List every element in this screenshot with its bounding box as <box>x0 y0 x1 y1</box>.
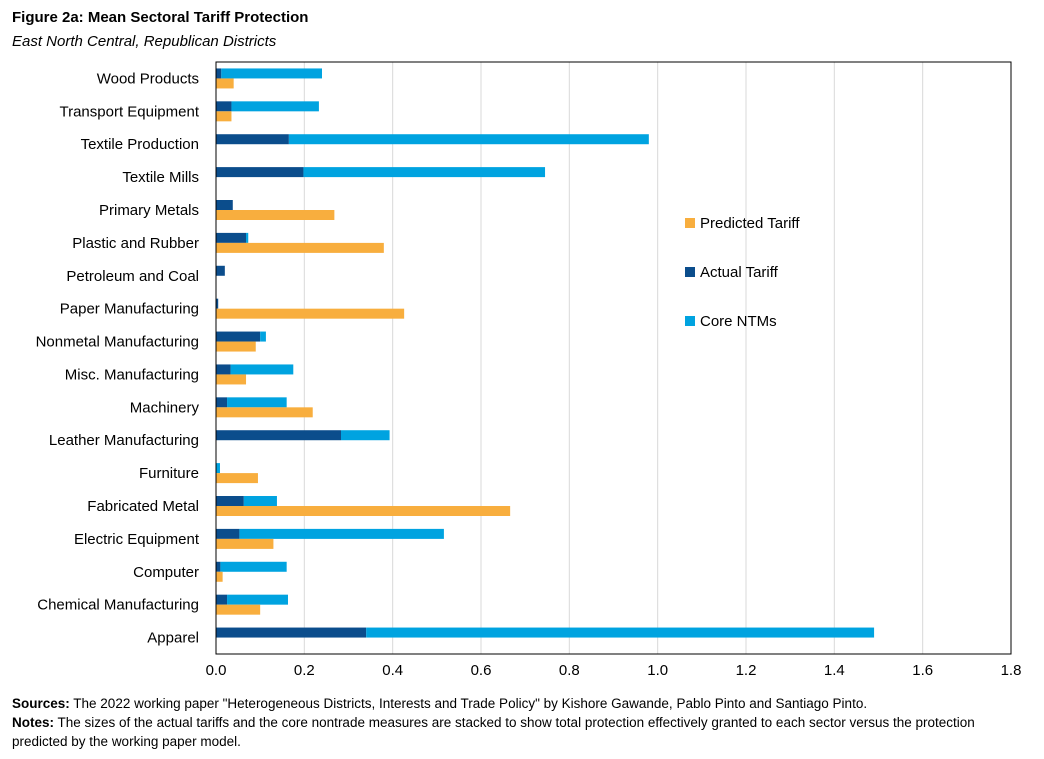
x-tick-label: 1.2 <box>736 662 757 679</box>
bar-actual-tariff <box>216 68 222 79</box>
bar-core-ntms <box>246 232 249 243</box>
bar-core-ntms <box>340 430 390 441</box>
category-label: Textile Production <box>81 136 199 153</box>
bar-core-ntms <box>230 364 294 375</box>
bar-predicted-tariff <box>216 374 247 385</box>
x-tick-label: 0.8 <box>559 662 580 679</box>
bar-chart: Wood Products Transport Equipment Textile … <box>36 61 1022 679</box>
figure-subtitle: East North Central, Republican Districts <box>12 33 277 50</box>
bar-core-ntms <box>216 463 220 474</box>
x-tick-label: 0.6 <box>471 662 492 679</box>
bar-predicted-tariff <box>216 341 256 352</box>
figure-title: Figure 2a: Mean Sectoral Tariff Protecti… <box>12 9 309 26</box>
bar-predicted-tariff <box>216 407 313 418</box>
x-tick-label: 1.6 <box>912 662 933 679</box>
category-label: Nonmetal Manufacturing <box>36 334 199 351</box>
bar-actual-tariff <box>216 134 289 145</box>
sources-text: The 2022 working paper "Heterogeneous Di… <box>69 696 868 711</box>
notes-note: Notes: The sizes of the actual tariffs a… <box>12 713 1032 751</box>
bar-actual-tariff <box>216 167 304 178</box>
bar-predicted-tariff <box>216 571 223 582</box>
bar-predicted-tariff <box>216 473 258 484</box>
bar-core-ntms <box>288 134 649 145</box>
bar-core-ntms <box>303 167 546 178</box>
bar-predicted-tariff <box>216 78 234 89</box>
legend-label: Predicted Tariff <box>700 215 800 232</box>
category-label: Fabricated Metal <box>87 498 199 515</box>
bar-actual-tariff <box>216 397 228 408</box>
x-tick-label: 1.4 <box>824 662 845 679</box>
x-tick-label: 0.0 <box>206 662 227 679</box>
x-tick-label: 0.2 <box>294 662 315 679</box>
bar-actual-tariff <box>216 101 232 112</box>
legend-label: Core NTMs <box>700 313 777 330</box>
legend-swatch <box>685 267 695 277</box>
sources-label: Sources: <box>12 696 70 711</box>
gridlines <box>303 62 1012 654</box>
category-label: Machinery <box>130 399 200 416</box>
category-label: Textile Mills <box>122 169 199 186</box>
category-label: Paper Manufacturing <box>60 301 199 318</box>
bar-core-ntms <box>227 397 287 408</box>
bar-actual-tariff <box>216 528 240 539</box>
bar-actual-tariff <box>216 265 225 276</box>
bar-actual-tariff <box>216 298 219 309</box>
bar-core-ntms <box>260 331 266 342</box>
bar-predicted-tariff <box>216 111 232 122</box>
category-label: Leather Manufacturing <box>49 432 199 449</box>
notes-label: Notes: <box>12 715 55 730</box>
footer: Sources: The 2022 working paper "Heterog… <box>12 694 1032 751</box>
bar-predicted-tariff <box>216 210 335 220</box>
x-tick-label: 0.4 <box>382 662 403 679</box>
bar-predicted-tariff <box>216 308 405 319</box>
category-label: Wood Products <box>97 70 199 87</box>
bars <box>216 68 875 638</box>
bar-core-ntms <box>231 101 319 112</box>
bar-core-ntms <box>227 594 288 605</box>
category-label: Petroleum and Coal <box>66 268 199 285</box>
bar-core-ntms <box>366 627 875 638</box>
bar-core-ntms <box>221 68 322 79</box>
bar-predicted-tariff <box>216 242 384 253</box>
bar-actual-tariff <box>216 331 261 342</box>
legend-label: Actual Tariff <box>700 264 779 281</box>
bar-predicted-tariff <box>216 538 274 549</box>
category-label: Plastic and Rubber <box>72 235 199 252</box>
category-label: Apparel <box>147 630 199 647</box>
category-label: Computer <box>133 564 199 581</box>
bar-actual-tariff <box>216 594 228 605</box>
x-tick-labels: 0.0 0.2 0.4 0.6 0.8 1.0 1.2 1.4 1.6 1.8 <box>206 662 1022 679</box>
sources-note: Sources: The 2022 working paper "Heterog… <box>12 694 1032 713</box>
x-tick-label: 1.8 <box>1001 662 1022 679</box>
legend-swatch <box>685 316 695 326</box>
category-label: Primary Metals <box>99 202 199 219</box>
category-label: Electric Equipment <box>74 531 200 548</box>
bar-core-ntms <box>243 496 277 506</box>
x-tick-label: 1.0 <box>647 662 668 679</box>
category-label: Transport Equipment <box>59 103 199 120</box>
notes-text: The sizes of the actual tariffs and the … <box>12 715 975 749</box>
bar-predicted-tariff <box>216 506 511 516</box>
bar-actual-tariff <box>216 561 221 572</box>
bar-actual-tariff <box>216 232 247 243</box>
category-label: Furniture <box>139 465 199 482</box>
bar-actual-tariff <box>216 430 341 441</box>
bar-actual-tariff <box>216 496 244 506</box>
category-labels: Wood Products Transport Equipment Textile … <box>36 70 200 646</box>
bar-actual-tariff <box>216 200 233 210</box>
category-label: Misc. Manufacturing <box>65 366 199 383</box>
legend-swatch <box>685 218 695 228</box>
category-label: Chemical Manufacturing <box>37 597 199 614</box>
bar-actual-tariff <box>216 627 367 638</box>
bar-actual-tariff <box>216 364 231 375</box>
legend: Predicted Tariff Actual Tariff Core NTMs <box>685 215 800 330</box>
bar-predicted-tariff <box>216 604 261 615</box>
plot-frame <box>215 61 1012 655</box>
bar-core-ntms <box>220 561 287 572</box>
bar-core-ntms <box>239 528 444 539</box>
